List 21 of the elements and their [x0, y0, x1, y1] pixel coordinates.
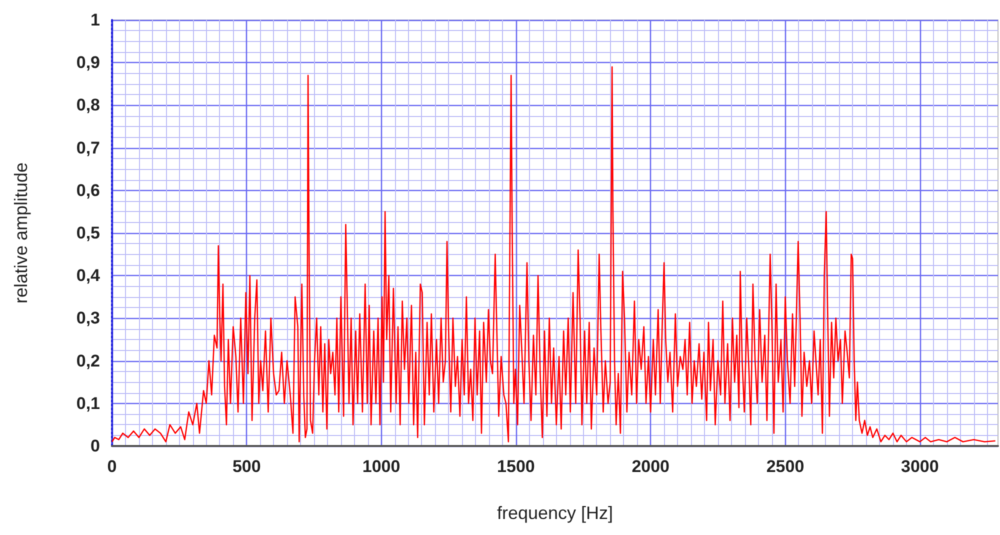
x-tick-label: 1000: [362, 457, 400, 476]
x-tick-label: 1500: [497, 457, 535, 476]
x-tick-label: 2000: [632, 457, 670, 476]
y-tick-label: 0,9: [76, 53, 100, 72]
x-tick-label: 3000: [900, 457, 939, 476]
y-tick-label: 0,2: [76, 351, 100, 370]
y-tick-label: 0,7: [76, 138, 100, 158]
y-tick-label: 0,6: [76, 180, 100, 200]
y-tick-label: 0,4: [76, 266, 101, 286]
x-axis-title: frequency [Hz]: [496, 503, 614, 523]
y-tick-label: 0,5: [76, 224, 100, 242]
y-tick-label: 1: [90, 10, 100, 30]
y-tick-label: 0,3: [76, 308, 100, 328]
y-axis-title: relative amplitude: [11, 162, 31, 304]
x-tick-label: 2500: [766, 457, 804, 476]
y-tick-label: 0: [90, 436, 100, 456]
x-tick-label: 500: [232, 457, 261, 476]
y-tick-label: 0,1: [76, 394, 100, 413]
x-tick-label: 0: [107, 457, 117, 476]
y-tick-label: 0,8: [76, 96, 100, 115]
line-series: [111, 66, 996, 442]
